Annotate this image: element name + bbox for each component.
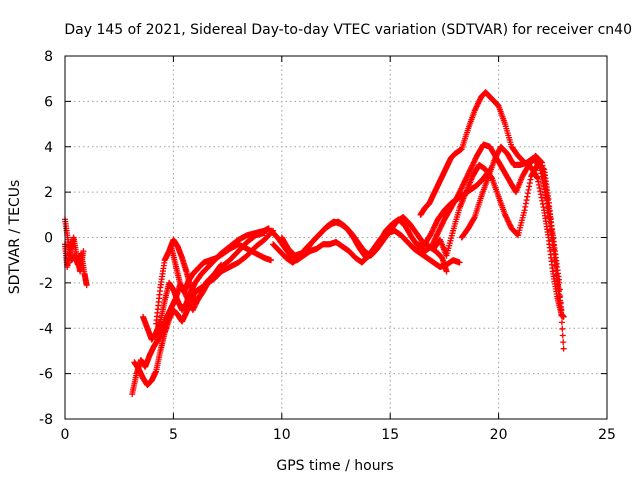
data-points xyxy=(62,89,567,398)
x-tick-label: 10 xyxy=(273,427,291,443)
data-point xyxy=(560,339,567,346)
data-point xyxy=(551,251,558,258)
data-point xyxy=(540,183,547,190)
data-point xyxy=(549,241,556,248)
data-point xyxy=(261,229,268,236)
y-tick-label: 4 xyxy=(44,140,53,156)
data-point xyxy=(267,257,274,264)
data-point xyxy=(524,190,531,197)
series-arc-5 xyxy=(140,225,272,343)
series-arc-14 xyxy=(458,143,563,300)
x-axis-label: GPS time / hours xyxy=(276,458,393,474)
y-tick-label: 8 xyxy=(44,49,53,65)
x-tick-label: 20 xyxy=(490,427,508,443)
data-point xyxy=(534,175,541,182)
plot-frame xyxy=(64,55,608,420)
data-point xyxy=(545,209,552,216)
data-point xyxy=(558,312,565,319)
data-point xyxy=(558,307,565,314)
data-point xyxy=(525,186,532,193)
data-point xyxy=(537,191,544,198)
axis-ticks: 0 5 10 15 20 25 -8 -6 -4 -2 0 2 4 6 8 xyxy=(39,49,616,443)
data-point xyxy=(548,232,555,239)
data-point xyxy=(522,203,529,210)
data-point xyxy=(526,180,533,187)
y-tick-label: -8 xyxy=(39,412,53,428)
data-point xyxy=(538,194,545,201)
data-point xyxy=(536,164,543,171)
data-point xyxy=(80,248,87,255)
data-point xyxy=(555,288,562,295)
data-point xyxy=(526,183,533,190)
y-axis-label: SDTVAR / TECUs xyxy=(7,180,23,295)
data-point xyxy=(537,167,544,174)
data-point xyxy=(559,332,566,339)
data-point xyxy=(538,173,545,180)
data-point xyxy=(555,283,562,290)
x-tick-label: 5 xyxy=(169,427,178,443)
data-point xyxy=(550,246,557,253)
data-point xyxy=(547,223,554,230)
y-tick-label: 0 xyxy=(44,231,53,247)
x-tick-label: 15 xyxy=(381,427,399,443)
y-tick-label: -6 xyxy=(39,367,53,383)
data-point xyxy=(560,345,567,352)
y-tick-label: 2 xyxy=(44,185,53,201)
data-point xyxy=(558,319,565,326)
data-point xyxy=(538,170,545,177)
data-point xyxy=(559,325,566,332)
data-point xyxy=(471,215,478,222)
data-point xyxy=(551,256,558,263)
data-point xyxy=(552,262,559,269)
y-tick-label: 6 xyxy=(44,94,53,110)
data-point xyxy=(543,200,550,207)
data-point xyxy=(556,293,563,300)
data-point xyxy=(546,218,553,225)
y-tick-label: -2 xyxy=(39,276,53,292)
data-point xyxy=(535,181,542,188)
chart-title: Day 145 of 2021, Sidereal Day-to-day VTE… xyxy=(64,22,632,38)
x-tick-label: 25 xyxy=(598,427,616,443)
data-point xyxy=(547,227,554,234)
data-point xyxy=(456,259,463,266)
data-point xyxy=(553,267,560,274)
data-point xyxy=(553,272,560,279)
data-point xyxy=(541,189,548,196)
x-tick-label: 0 xyxy=(61,427,70,443)
y-tick-label: -4 xyxy=(39,321,53,337)
data-point xyxy=(544,205,551,212)
data-point xyxy=(83,282,90,289)
data-point xyxy=(443,268,450,275)
data-point xyxy=(543,195,550,202)
data-point xyxy=(523,197,530,204)
data-point xyxy=(554,277,561,284)
data-point xyxy=(521,207,528,214)
data-point xyxy=(540,180,547,187)
data-point xyxy=(539,197,546,204)
data-point xyxy=(536,185,543,192)
data-point xyxy=(522,200,529,207)
series-arc-7 xyxy=(168,229,268,314)
grid-lines xyxy=(65,56,607,419)
data-point xyxy=(535,178,542,185)
data-point xyxy=(541,186,548,193)
